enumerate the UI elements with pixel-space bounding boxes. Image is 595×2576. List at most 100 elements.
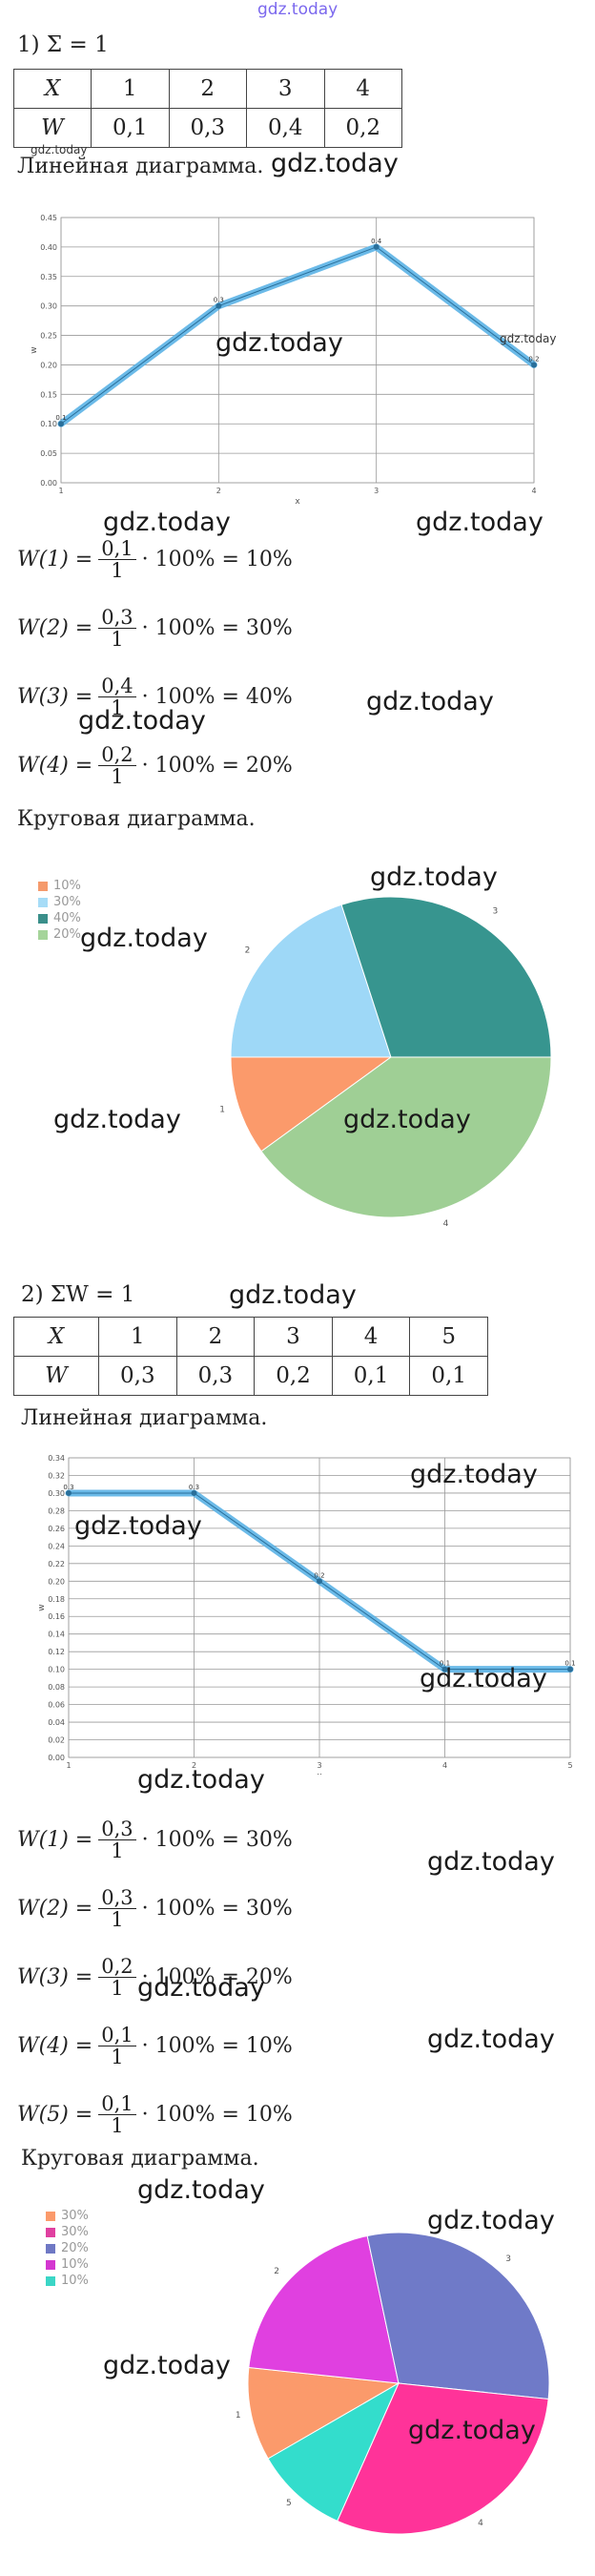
legend-label: 20% <box>61 2241 89 2255</box>
table-cell: 4 <box>331 1317 411 1357</box>
slice-label: 2 <box>274 2267 279 2276</box>
pie-slice <box>267 2381 400 2523</box>
watermark: gdz.today <box>80 924 208 953</box>
table-cell: 1 <box>98 1317 177 1357</box>
y-tick-label: 0.30 <box>40 302 57 311</box>
x-tick-label: 2 <box>192 1761 196 1770</box>
watermark: gdz.today <box>410 1460 538 1489</box>
watermark: gdz.today <box>420 1664 547 1693</box>
formula-line: W(4) = 0,2 1 · 100% = 20% <box>17 744 293 787</box>
slice-label: 1 <box>219 1105 225 1114</box>
watermark: gdz.today <box>53 1105 181 1134</box>
formula-line: W(4) = 0,1 1 · 100% = 10% <box>17 2025 293 2067</box>
formula-numerator: 0,3 <box>98 1818 136 1841</box>
y-tick-label: 0.18 <box>48 1595 65 1604</box>
data-point <box>317 1578 322 1585</box>
formula-lhs: W(3) = <box>17 1965 93 1990</box>
y-tick-label: 0.00 <box>40 479 57 488</box>
formula-rhs: · 100% = 20% <box>141 1965 293 1990</box>
data-point <box>215 302 222 309</box>
x-tick-label: 1 <box>58 487 63 495</box>
legend-entry: 10% <box>46 2256 89 2273</box>
formula-line: W(2) = 0,3 1 · 100% = 30% <box>17 607 293 650</box>
legend-swatch <box>38 929 48 940</box>
data-point <box>567 1666 573 1672</box>
pie-slice <box>230 1056 393 1153</box>
formula-numerator: 0,1 <box>98 2025 136 2047</box>
pie-slice <box>340 896 552 1058</box>
y-tick-label: 0.00 <box>48 1754 65 1762</box>
watermark: gdz.today <box>343 1105 471 1134</box>
formula-line: W(1) = 0,3 1 · 100% = 30% <box>17 1818 293 1861</box>
formula-denominator: 1 <box>111 2046 124 2069</box>
legend-label: 30% <box>61 2209 89 2223</box>
y-tick-label: 0.04 <box>48 1718 65 1727</box>
y-tick-label: 0.32 <box>48 1471 65 1480</box>
watermark-small: gdz.today <box>31 143 88 156</box>
formula-lhs: W(1) = <box>17 1828 93 1853</box>
formula-fraction: 0,2 1 <box>98 1956 136 1999</box>
x-tick-label: 4 <box>442 1761 447 1770</box>
y-tick-label: 0.35 <box>40 273 57 281</box>
legend-entry: 10% <box>38 878 81 894</box>
formula-line: W(5) = 0,1 1 · 100% = 10% <box>17 2093 293 2136</box>
watermark: gdz.today <box>215 328 343 358</box>
legend-entry: 10% <box>46 2273 89 2289</box>
formula-lhs: W(2) = <box>17 616 93 641</box>
table-cell: 3 <box>254 1317 333 1357</box>
series-line <box>60 246 535 425</box>
formula-numerator: 0,3 <box>98 1887 136 1910</box>
data-label: 0.2 <box>314 1571 324 1579</box>
table-cell: 0,1 <box>409 1356 488 1396</box>
x-axis-label: x <box>317 1772 322 1775</box>
data-label: 0.4 <box>371 238 382 245</box>
x-axis-label: x <box>295 497 300 507</box>
legend-entry: 40% <box>38 910 81 926</box>
x-tick-label: 3 <box>317 1761 321 1770</box>
legend-swatch <box>46 2259 55 2270</box>
watermark: gdz.today <box>408 2416 536 2445</box>
formula-rhs: · 100% = 10% <box>141 2103 293 2128</box>
table-cell: W <box>13 108 92 148</box>
data-label: 0.2 <box>528 355 539 363</box>
y-tick-label: 0.16 <box>48 1612 65 1621</box>
table-cell: 0,2 <box>254 1356 333 1396</box>
watermark: gdz.today <box>427 1847 555 1877</box>
data-point <box>58 421 64 427</box>
watermark: gdz.today <box>416 508 544 537</box>
y-tick-label: 0.24 <box>48 1542 65 1550</box>
formula-numerator: 0,4 <box>98 675 136 698</box>
watermark: gdz.today <box>74 1511 202 1541</box>
legend-entry: 20% <box>38 926 81 943</box>
line-chart-1: 0.00 0.05 0.10 0.15 0.20 0.25 0.30 0.35 0.40 0.45… <box>30 214 540 507</box>
part1-heading: 1) Σ = 1 <box>17 32 109 57</box>
legend-label: 30% <box>53 895 81 909</box>
x-tick-label: 4 <box>531 487 536 495</box>
legend-swatch <box>38 881 48 891</box>
slice-label: 2 <box>245 946 251 956</box>
formula-fraction: 0,1 1 <box>98 2025 136 2069</box>
formula-rhs: · 100% = 40% <box>141 685 293 710</box>
formula-rhs: · 100% = 30% <box>141 1828 293 1853</box>
part2-pie-title: Круговая диаграмма. <box>21 2147 259 2171</box>
table-cell: X <box>13 69 92 109</box>
formula-lhs: W(3) = <box>17 685 93 710</box>
legend-entry: 30% <box>46 2224 89 2240</box>
formula-numerator: 0,3 <box>98 607 136 630</box>
formula-denominator: 1 <box>111 2114 124 2138</box>
table-cell: 1 <box>91 69 170 109</box>
data-label: 0.1 <box>55 414 66 422</box>
formula-fraction: 0,4 1 <box>98 675 136 718</box>
watermark: gdz.today <box>137 2175 265 2205</box>
table-cell: 0,3 <box>168 108 247 148</box>
watermark: gdz.today <box>137 1973 265 2003</box>
table-cell: 0,1 <box>331 1356 411 1396</box>
watermark: gdz.today <box>103 2351 231 2380</box>
y-tick-label: 0.30 <box>48 1489 65 1498</box>
slice-label: 3 <box>505 2254 511 2264</box>
y-axis-label: w <box>37 1604 47 1610</box>
table-cell: 3 <box>246 69 325 109</box>
formula-rhs: · 100% = 20% <box>141 754 293 779</box>
watermark: gdz.today <box>370 862 498 892</box>
formula-lhs: W(4) = <box>17 2034 93 2059</box>
